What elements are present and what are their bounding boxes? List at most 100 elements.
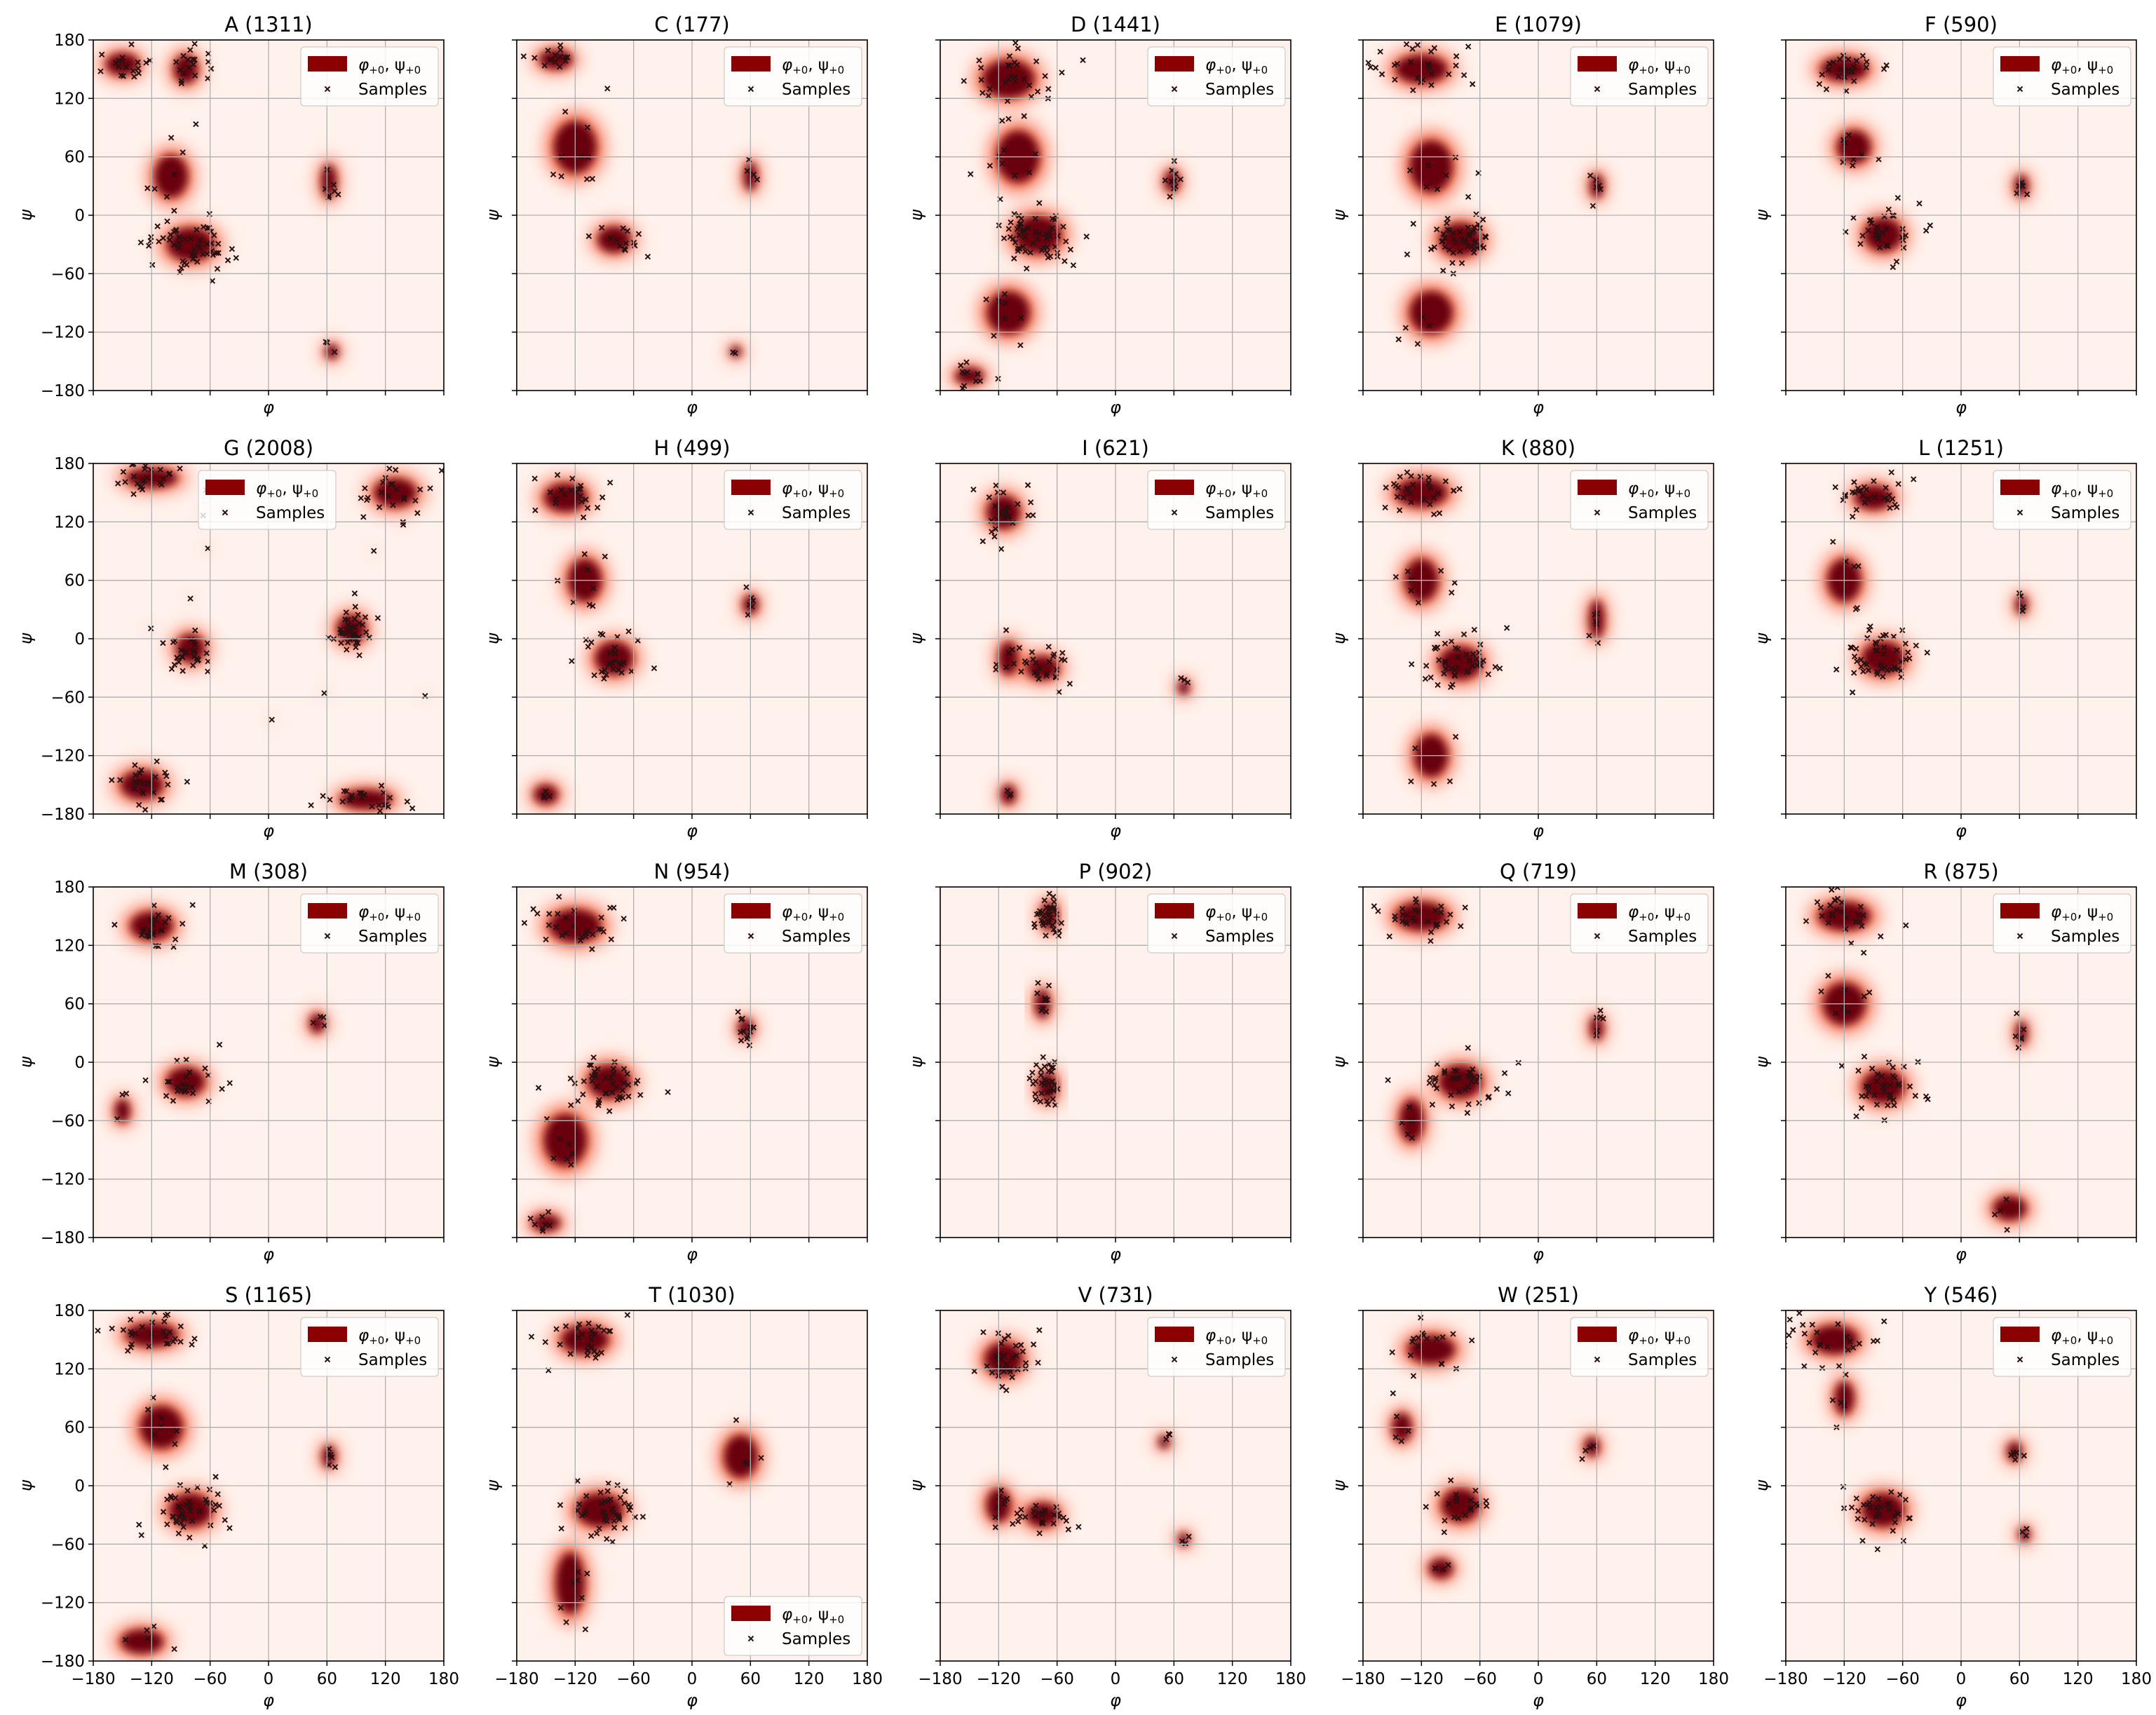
sample-point	[1858, 663, 1864, 670]
ticks	[512, 463, 868, 819]
sample-point	[1034, 990, 1040, 996]
sample-point	[1469, 81, 1476, 88]
sample-point	[297, 835, 301, 840]
sample-point	[194, 226, 200, 233]
y-tick-label: −120	[41, 1171, 85, 1189]
sample-point	[1049, 225, 1055, 231]
sample-point	[1036, 676, 1042, 682]
y-tick-label: 0	[74, 1054, 85, 1072]
x-axis-label: φ	[1955, 821, 1967, 841]
sample-point	[555, 911, 561, 917]
sample-point	[1873, 1078, 1880, 1085]
sample-point	[1878, 660, 1884, 667]
sample-point	[1850, 1344, 1857, 1351]
sample-point	[1465, 43, 1472, 50]
sample-point	[1890, 1528, 1896, 1534]
sample-point	[1184, 679, 1191, 686]
sample-point	[547, 56, 554, 63]
sample-point	[607, 904, 613, 911]
sample-point	[1167, 194, 1173, 200]
sample-point	[1045, 911, 1051, 918]
legend-label-samples: Samples	[1628, 504, 1697, 522]
sample-point	[612, 658, 618, 664]
sample-point	[622, 1488, 628, 1495]
x-tick-label: 120	[1217, 1670, 1248, 1688]
sample-point	[621, 1066, 628, 1072]
sample-point	[1871, 477, 1877, 484]
sample-point	[1849, 68, 1856, 75]
legend-label-sub: +0	[369, 911, 384, 923]
sample-point	[1446, 1500, 1453, 1507]
sample-point	[385, 493, 392, 499]
sample-point	[137, 239, 144, 246]
y-tick-label: 60	[65, 149, 85, 167]
sample-point	[1038, 1512, 1045, 1518]
sample-point	[409, 805, 416, 812]
sample-point	[1453, 53, 1460, 60]
sample-point	[149, 1319, 156, 1326]
sample-markers	[971, 1327, 1192, 1547]
sample-point	[144, 185, 151, 191]
legend-label-sub: +0	[829, 487, 844, 500]
y-axis-label: ψ	[16, 1056, 36, 1068]
y-tick-label: 60	[65, 1419, 85, 1437]
sample-point	[144, 780, 151, 786]
sample-point	[1880, 1083, 1887, 1090]
sample-point	[164, 218, 170, 224]
sample-point	[576, 1501, 583, 1507]
sample-point	[1819, 913, 1825, 919]
sample-point	[1432, 923, 1439, 930]
sample-point	[1039, 920, 1046, 927]
density-core-blob	[987, 291, 1030, 334]
sample-point	[2020, 604, 2026, 611]
sample-point	[151, 186, 158, 192]
sample-point	[1402, 918, 1409, 925]
sample-point	[1410, 1373, 1417, 1379]
sample-point	[179, 667, 186, 675]
legend-label-sub: +0	[266, 487, 282, 500]
sample-markers	[111, 902, 328, 1123]
density-core-blob	[724, 1435, 758, 1478]
sample-point	[595, 1066, 601, 1072]
sample-point	[584, 1571, 590, 1577]
sample-point	[574, 1325, 581, 1332]
sample-point	[1425, 474, 1432, 481]
sample-point	[1432, 1565, 1439, 1571]
sample-point	[177, 465, 183, 472]
legend-marker	[324, 86, 331, 93]
sample-markers	[97, 41, 341, 355]
sample-point	[1393, 1414, 1400, 1420]
sample-point	[1874, 224, 1880, 231]
sample-markers	[528, 1312, 764, 1633]
sample-point	[1796, 1310, 1803, 1317]
legend-label-phi: φ	[358, 56, 369, 74]
sample-point	[155, 943, 161, 949]
sample-point	[1000, 489, 1007, 496]
sample-point	[130, 473, 137, 480]
sample-point	[414, 510, 421, 516]
sample-point	[1886, 492, 1892, 499]
legend-label-sub: +0	[1639, 487, 1654, 500]
sample-point	[1030, 1341, 1037, 1348]
sample-point	[1505, 1090, 1512, 1097]
sample-point	[528, 1334, 535, 1340]
sample-point	[1866, 1083, 1872, 1090]
sample-point	[135, 59, 141, 66]
sample-point	[1857, 240, 1864, 248]
sample-point	[531, 55, 538, 61]
sample-point	[1851, 78, 1857, 84]
sample-point	[994, 489, 1001, 496]
sample-point	[531, 475, 538, 482]
legend-patch	[1155, 56, 1194, 72]
sample-point	[351, 616, 358, 622]
legend-label-phi: φ	[358, 1327, 369, 1345]
sample-point	[374, 615, 381, 621]
sample-point	[1441, 670, 1447, 677]
legend-label-sub: +0	[2098, 487, 2113, 500]
sample-point	[1891, 1102, 1897, 1109]
sample-point	[1435, 490, 1442, 496]
sample-point	[602, 1498, 608, 1505]
